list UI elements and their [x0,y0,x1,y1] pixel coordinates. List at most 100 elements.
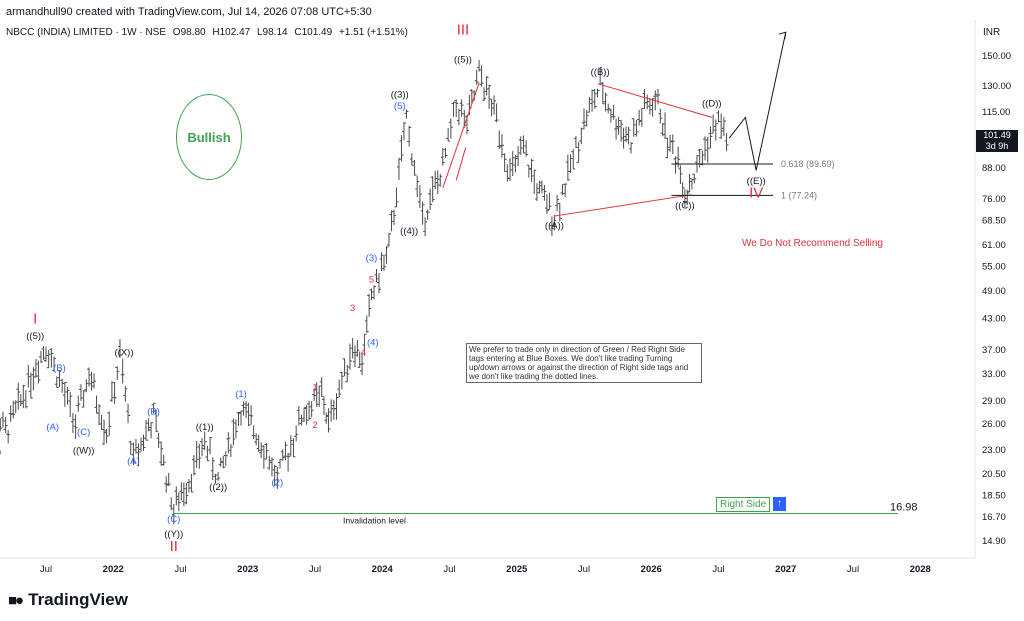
y-tick-label: 130.00 [982,81,1011,92]
y-tick-label: 76.00 [982,194,1006,205]
wave-label: ((4)) [0,446,1,457]
wave-label: (3) [366,253,378,264]
triangle-upper-line [599,83,712,118]
wave-label: (A) [46,422,59,433]
ohlc-high: H102.47 [212,27,251,38]
currency-label: INR [983,27,1001,38]
y-tick-label: 20.50 [982,469,1006,480]
ohlc-open: O98.80 [172,27,206,38]
chart-credit: armandhull90 created with TradingView.co… [6,6,372,18]
wave-label: (B) [147,407,160,418]
y-tick-label: 88.00 [982,163,1006,174]
projection-arrowhead [778,31,787,40]
symbol-info: NBCC (INDIA) LIMITED · 1W · NSE O98.80 H… [6,27,412,38]
wave-label: ((D)) [702,98,722,109]
bar-countdown: 3d 9h [985,141,1009,151]
right-side-tag: Right Side [716,497,771,512]
bullish-label: Bullish [187,129,231,145]
invalidation-label: Invalidation level [343,516,406,526]
x-tick-label: Jul [578,564,590,575]
wave-label: 3 [350,303,355,314]
y-tick-label: 150.00 [982,51,1011,62]
y-tick-label: 16.70 [982,512,1006,523]
wave-channel-line [455,147,467,181]
y-tick-label: 14.90 [982,536,1006,547]
x-tick-label: Jul [309,564,321,575]
wave-label: 1 [312,383,317,394]
triangle-lower-line [554,194,692,217]
wave-label: 2 [312,420,317,431]
wave-label: ((X)) [115,348,134,359]
invalidation-value: 16.98 [890,502,918,514]
x-tick-label: 2022 [103,564,124,575]
wave-label: ((3)) [391,90,409,101]
up-arrow-icon: ↑ [773,497,786,511]
last-price-box: 101.49 3d 9h [976,130,1018,152]
y-tick-label: 55.00 [982,262,1006,273]
ohlc-close: C101.49 [294,27,333,38]
last-price: 101.49 [983,130,1011,140]
wave-label: ((2)) [209,482,227,493]
wave-label: (1) [235,389,247,400]
ohlc-low: L98.14 [256,27,288,38]
recommend-note: We Do Not Recommend Selling [742,238,883,249]
fib-1-label: 1 (77.24) [781,190,817,200]
tv-logo-icon: ■● [8,591,24,609]
price-change: +1.51 (+1.51%) [338,27,408,38]
wave-label: III [457,22,470,39]
wave-label: (A) [127,456,140,467]
wave-label: (2) [272,478,284,489]
wave-label: IV [749,184,763,201]
wave-label: ((4)) [400,226,418,237]
wave-label: ((C)) [675,201,695,212]
fib-618-label: 0.618 (89.69) [781,159,835,169]
y-tick-label: 43.00 [982,313,1006,324]
tradingview-logo[interactable]: ■● TradingView [8,590,128,610]
x-tick-label: 2028 [910,564,931,575]
y-tick-label: 26.00 [982,419,1006,430]
x-tick-label: 2026 [641,564,662,575]
y-tick-label: 49.00 [982,286,1006,297]
y-tick-label: 23.00 [982,445,1006,456]
wave-label: I [33,310,37,327]
y-tick-label: 37.00 [982,345,1006,356]
wave-label: ((W)) [73,446,95,457]
y-tick-label: 29.00 [982,396,1006,407]
wave-label: ((5)) [454,54,472,65]
y-tick-label: 33.00 [982,369,1006,380]
y-tick-label: 18.50 [982,491,1006,502]
wave-label: (C) [167,514,180,525]
wave-label: II [170,538,178,555]
y-tick-label: 115.00 [982,107,1010,118]
x-tick-label: 2025 [506,564,528,575]
x-tick-label: 2024 [372,564,394,575]
wave-label: 4 [361,348,366,359]
x-tick-label: Jul [712,564,724,575]
wave-label: ((A)) [545,220,564,231]
x-tick-label: 2027 [775,564,796,575]
wave-label: ((Y)) [164,529,183,540]
wave-label: (4) [367,337,379,348]
x-tick-label: Jul [40,564,52,575]
strategy-note: We prefer to trade only in direction of … [466,343,702,383]
x-tick-label: Jul [847,564,859,575]
wave-label: ((5)) [26,331,44,342]
wave-label: ((1)) [196,422,214,433]
x-tick-label: Jul [174,564,186,575]
x-tick-label: 2023 [237,564,258,575]
projection-path [728,32,787,171]
bullish-badge: Bullish [176,94,242,180]
x-tick-label: Jul [443,564,455,575]
wave-label: (5) [394,101,406,112]
wave-label: 5 [369,275,374,286]
symbol-name[interactable]: NBCC (INDIA) LIMITED · 1W · NSE [6,27,167,38]
wave-channel-line [442,82,480,189]
y-tick-label: 61.00 [982,240,1006,251]
wave-label: ((E)) [747,176,766,187]
y-tick-label: 68.50 [982,216,1006,227]
wave-label: (B) [53,363,66,374]
brand-name: TradingView [28,590,128,609]
wave-label: (C) [77,427,90,438]
wave-label: ((B)) [591,67,610,78]
